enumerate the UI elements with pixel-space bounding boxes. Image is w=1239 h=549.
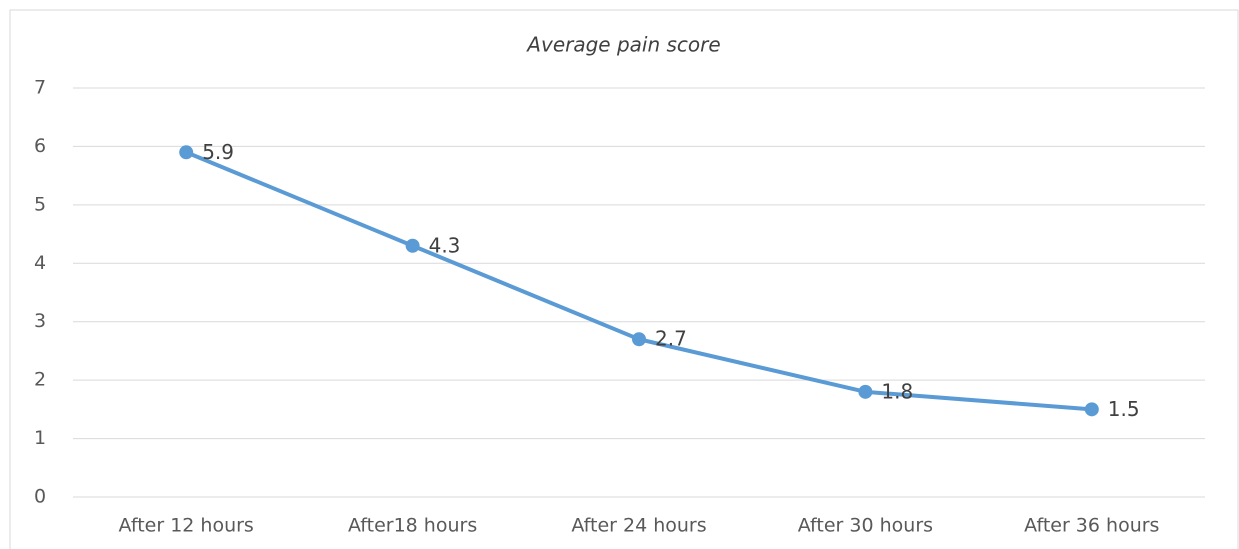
y-tick-label: 0 (34, 486, 46, 508)
marker (179, 145, 194, 160)
y-tick-label: 4 (34, 252, 46, 274)
chart-border (9, 9, 1239, 549)
x-tick-label: After 36 hours (1024, 515, 1159, 537)
data-label: 1.5 (1108, 397, 1140, 421)
data-label: 1.8 (881, 379, 913, 403)
x-tick-label: After 30 hours (798, 515, 933, 537)
y-tick-label: 2 (34, 369, 46, 391)
x-tick-label: After18 hours (348, 515, 477, 537)
marker (858, 384, 873, 399)
data-label: 2.7 (655, 327, 687, 351)
y-tick-label: 3 (34, 310, 46, 332)
y-tick-label: 7 (34, 77, 46, 99)
marker (632, 332, 646, 347)
marker (1084, 402, 1099, 417)
y-tick-label: 1 (34, 427, 46, 449)
x-tick-label: After 12 hours (119, 515, 254, 537)
data-label: 5.9 (202, 140, 234, 164)
data-label: 4.3 (429, 233, 461, 257)
y-tick-label: 6 (34, 135, 46, 157)
chart-title: Average pain score (525, 33, 720, 57)
marker (405, 238, 420, 253)
x-tick-label: After 24 hours (571, 515, 706, 537)
y-tick-label: 5 (34, 193, 46, 215)
